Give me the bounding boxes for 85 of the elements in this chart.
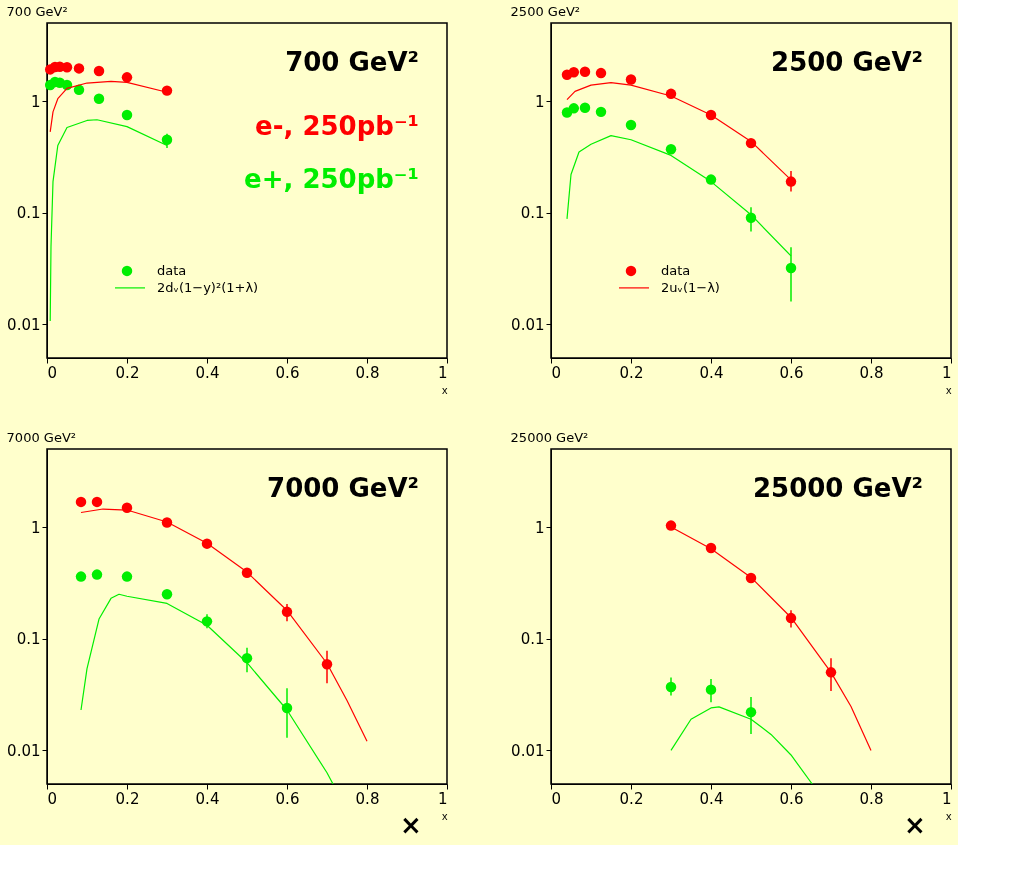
point bbox=[75, 496, 87, 508]
chart-title: 700 GeV² bbox=[6, 4, 68, 19]
y-tick-label: 0.1 bbox=[16, 204, 41, 223]
point bbox=[75, 571, 87, 582]
point bbox=[568, 67, 580, 78]
chart-title: 2500 GeV² bbox=[510, 4, 581, 19]
x-tick-label: 0.8 bbox=[355, 363, 380, 382]
x-tick-label: 0.6 bbox=[779, 789, 804, 808]
y-tick-label: 0.01 bbox=[7, 315, 41, 334]
x-axis-title: x bbox=[946, 809, 952, 822]
y-tick-label: 0.01 bbox=[511, 315, 545, 334]
point bbox=[579, 66, 591, 77]
legend-label: 2uᵥ(1−λ) bbox=[661, 279, 720, 295]
point bbox=[121, 109, 133, 121]
annotation: e+, 250pb⁻¹ bbox=[244, 164, 419, 195]
x-tick-label: 0.2 bbox=[619, 789, 644, 808]
point bbox=[93, 93, 105, 104]
x-axis-title: x bbox=[442, 809, 448, 822]
point bbox=[785, 176, 797, 187]
x-tick-label: 1 bbox=[941, 789, 952, 808]
y-tick-label: 1 bbox=[534, 518, 545, 537]
point bbox=[161, 589, 173, 600]
text: × bbox=[904, 810, 926, 840]
point bbox=[745, 706, 757, 718]
point bbox=[93, 65, 105, 77]
annotation: e-, 250pb⁻¹ bbox=[255, 110, 419, 141]
legend-label: data bbox=[157, 262, 187, 278]
annotation: 2500 GeV² bbox=[771, 47, 923, 78]
chart-title: 7000 GeV² bbox=[6, 430, 77, 445]
point bbox=[121, 72, 133, 83]
x-tick-label: 0.6 bbox=[779, 363, 804, 382]
point bbox=[625, 119, 637, 131]
point bbox=[91, 496, 103, 508]
y-tick-label: 0.01 bbox=[511, 741, 545, 760]
point bbox=[705, 684, 717, 695]
point bbox=[665, 144, 677, 155]
y-tick-label: 0.1 bbox=[520, 630, 545, 649]
x-tick-label: 0.4 bbox=[699, 789, 724, 808]
annotation: 25000 GeV² bbox=[753, 473, 923, 504]
x-tick-label: 1 bbox=[437, 789, 448, 808]
x-axis-title: x bbox=[946, 383, 952, 396]
point bbox=[73, 63, 85, 74]
x-tick-label: 0 bbox=[551, 789, 562, 808]
x-tick-label: 0.4 bbox=[195, 363, 220, 382]
x-tick-label: 1 bbox=[437, 363, 448, 382]
chart-title: 25000 GeV² bbox=[510, 430, 589, 445]
x-tick-label: 1 bbox=[941, 363, 952, 382]
x-tick-label: 0 bbox=[551, 363, 562, 382]
x-tick-label: 0.6 bbox=[275, 789, 300, 808]
y-tick-label: 0.1 bbox=[520, 204, 545, 223]
point bbox=[665, 681, 677, 693]
x-tick-label: 0 bbox=[47, 789, 58, 808]
point bbox=[665, 520, 677, 531]
y-tick-label: 0.01 bbox=[7, 741, 41, 760]
point bbox=[595, 106, 607, 118]
x-axis-title: x bbox=[442, 383, 448, 396]
x-tick-label: 0.4 bbox=[699, 363, 724, 382]
text: × bbox=[400, 810, 422, 840]
point bbox=[568, 103, 580, 114]
annotation: 7000 GeV² bbox=[267, 473, 419, 504]
x-tick-label: 0.2 bbox=[115, 363, 140, 382]
x-tick-label: 0.2 bbox=[619, 363, 644, 382]
legend-label: data bbox=[661, 262, 691, 278]
point bbox=[91, 569, 103, 580]
point bbox=[785, 262, 797, 274]
x-tick-label: 0.8 bbox=[355, 789, 380, 808]
x-tick-label: 0.8 bbox=[859, 363, 884, 382]
y-tick-label: 0.1 bbox=[16, 630, 41, 649]
x-tick-label: 0.2 bbox=[115, 789, 140, 808]
point bbox=[625, 74, 637, 85]
point bbox=[595, 67, 607, 79]
y-tick-label: 1 bbox=[534, 92, 545, 111]
line-series bbox=[80, 593, 334, 784]
x-tick-label: 0.6 bbox=[275, 363, 300, 382]
y-tick-label: 1 bbox=[30, 92, 41, 111]
x-tick-label: 0.8 bbox=[859, 789, 884, 808]
legend-label: 2dᵥ(1−y)²(1+λ) bbox=[157, 279, 259, 295]
annotation: 700 GeV² bbox=[285, 47, 419, 78]
point bbox=[579, 102, 591, 114]
y-tick-label: 1 bbox=[30, 518, 41, 537]
x-tick-label: 0.4 bbox=[195, 789, 220, 808]
x-tick-label: 0 bbox=[47, 363, 58, 382]
point bbox=[73, 84, 85, 96]
point bbox=[121, 571, 133, 582]
point bbox=[161, 85, 173, 96]
